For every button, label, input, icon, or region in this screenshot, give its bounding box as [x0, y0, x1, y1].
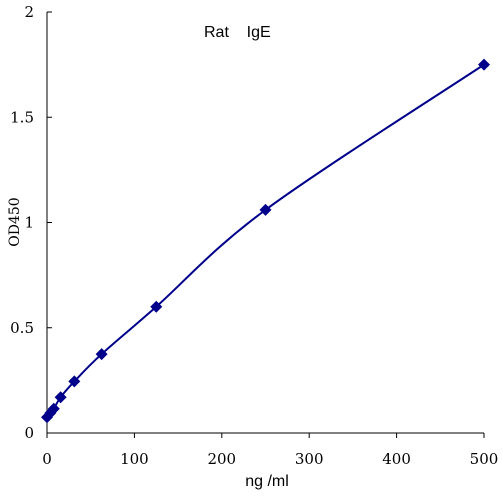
data-point-marker: [95, 348, 108, 361]
y-tick-label: 0: [24, 424, 34, 442]
chart-title: Rat IgE: [204, 24, 271, 41]
data-point-marker: [47, 402, 60, 415]
data-point-marker: [68, 375, 81, 388]
data-point-marker: [150, 300, 163, 313]
x-tick-label: 300: [295, 450, 324, 468]
y-tick-label: 1.5: [10, 108, 34, 126]
x-tick-label: 0: [42, 450, 52, 468]
y-tick-label: 1: [24, 214, 34, 232]
x-axis-title: ng /ml: [245, 473, 289, 490]
data-point-marker: [259, 203, 272, 216]
series: [41, 58, 490, 424]
data-point-marker: [478, 58, 490, 71]
y-axis-title: OD450: [7, 197, 23, 246]
data-point-marker: [54, 391, 67, 404]
x-tick-label: 400: [382, 450, 411, 468]
axes: [46, 12, 484, 434]
ticks: [46, 11, 485, 438]
x-tick-label: 100: [120, 450, 149, 468]
y-tick-label: 2: [24, 3, 34, 21]
tick-labels: 0 0.5 1 1.5 2 0 100 200 300 400 500: [10, 3, 498, 468]
y-tick-label: 0.5: [10, 319, 34, 337]
series-line: [46, 63, 485, 418]
x-tick-label: 200: [207, 450, 236, 468]
x-tick-label: 500: [470, 450, 499, 468]
